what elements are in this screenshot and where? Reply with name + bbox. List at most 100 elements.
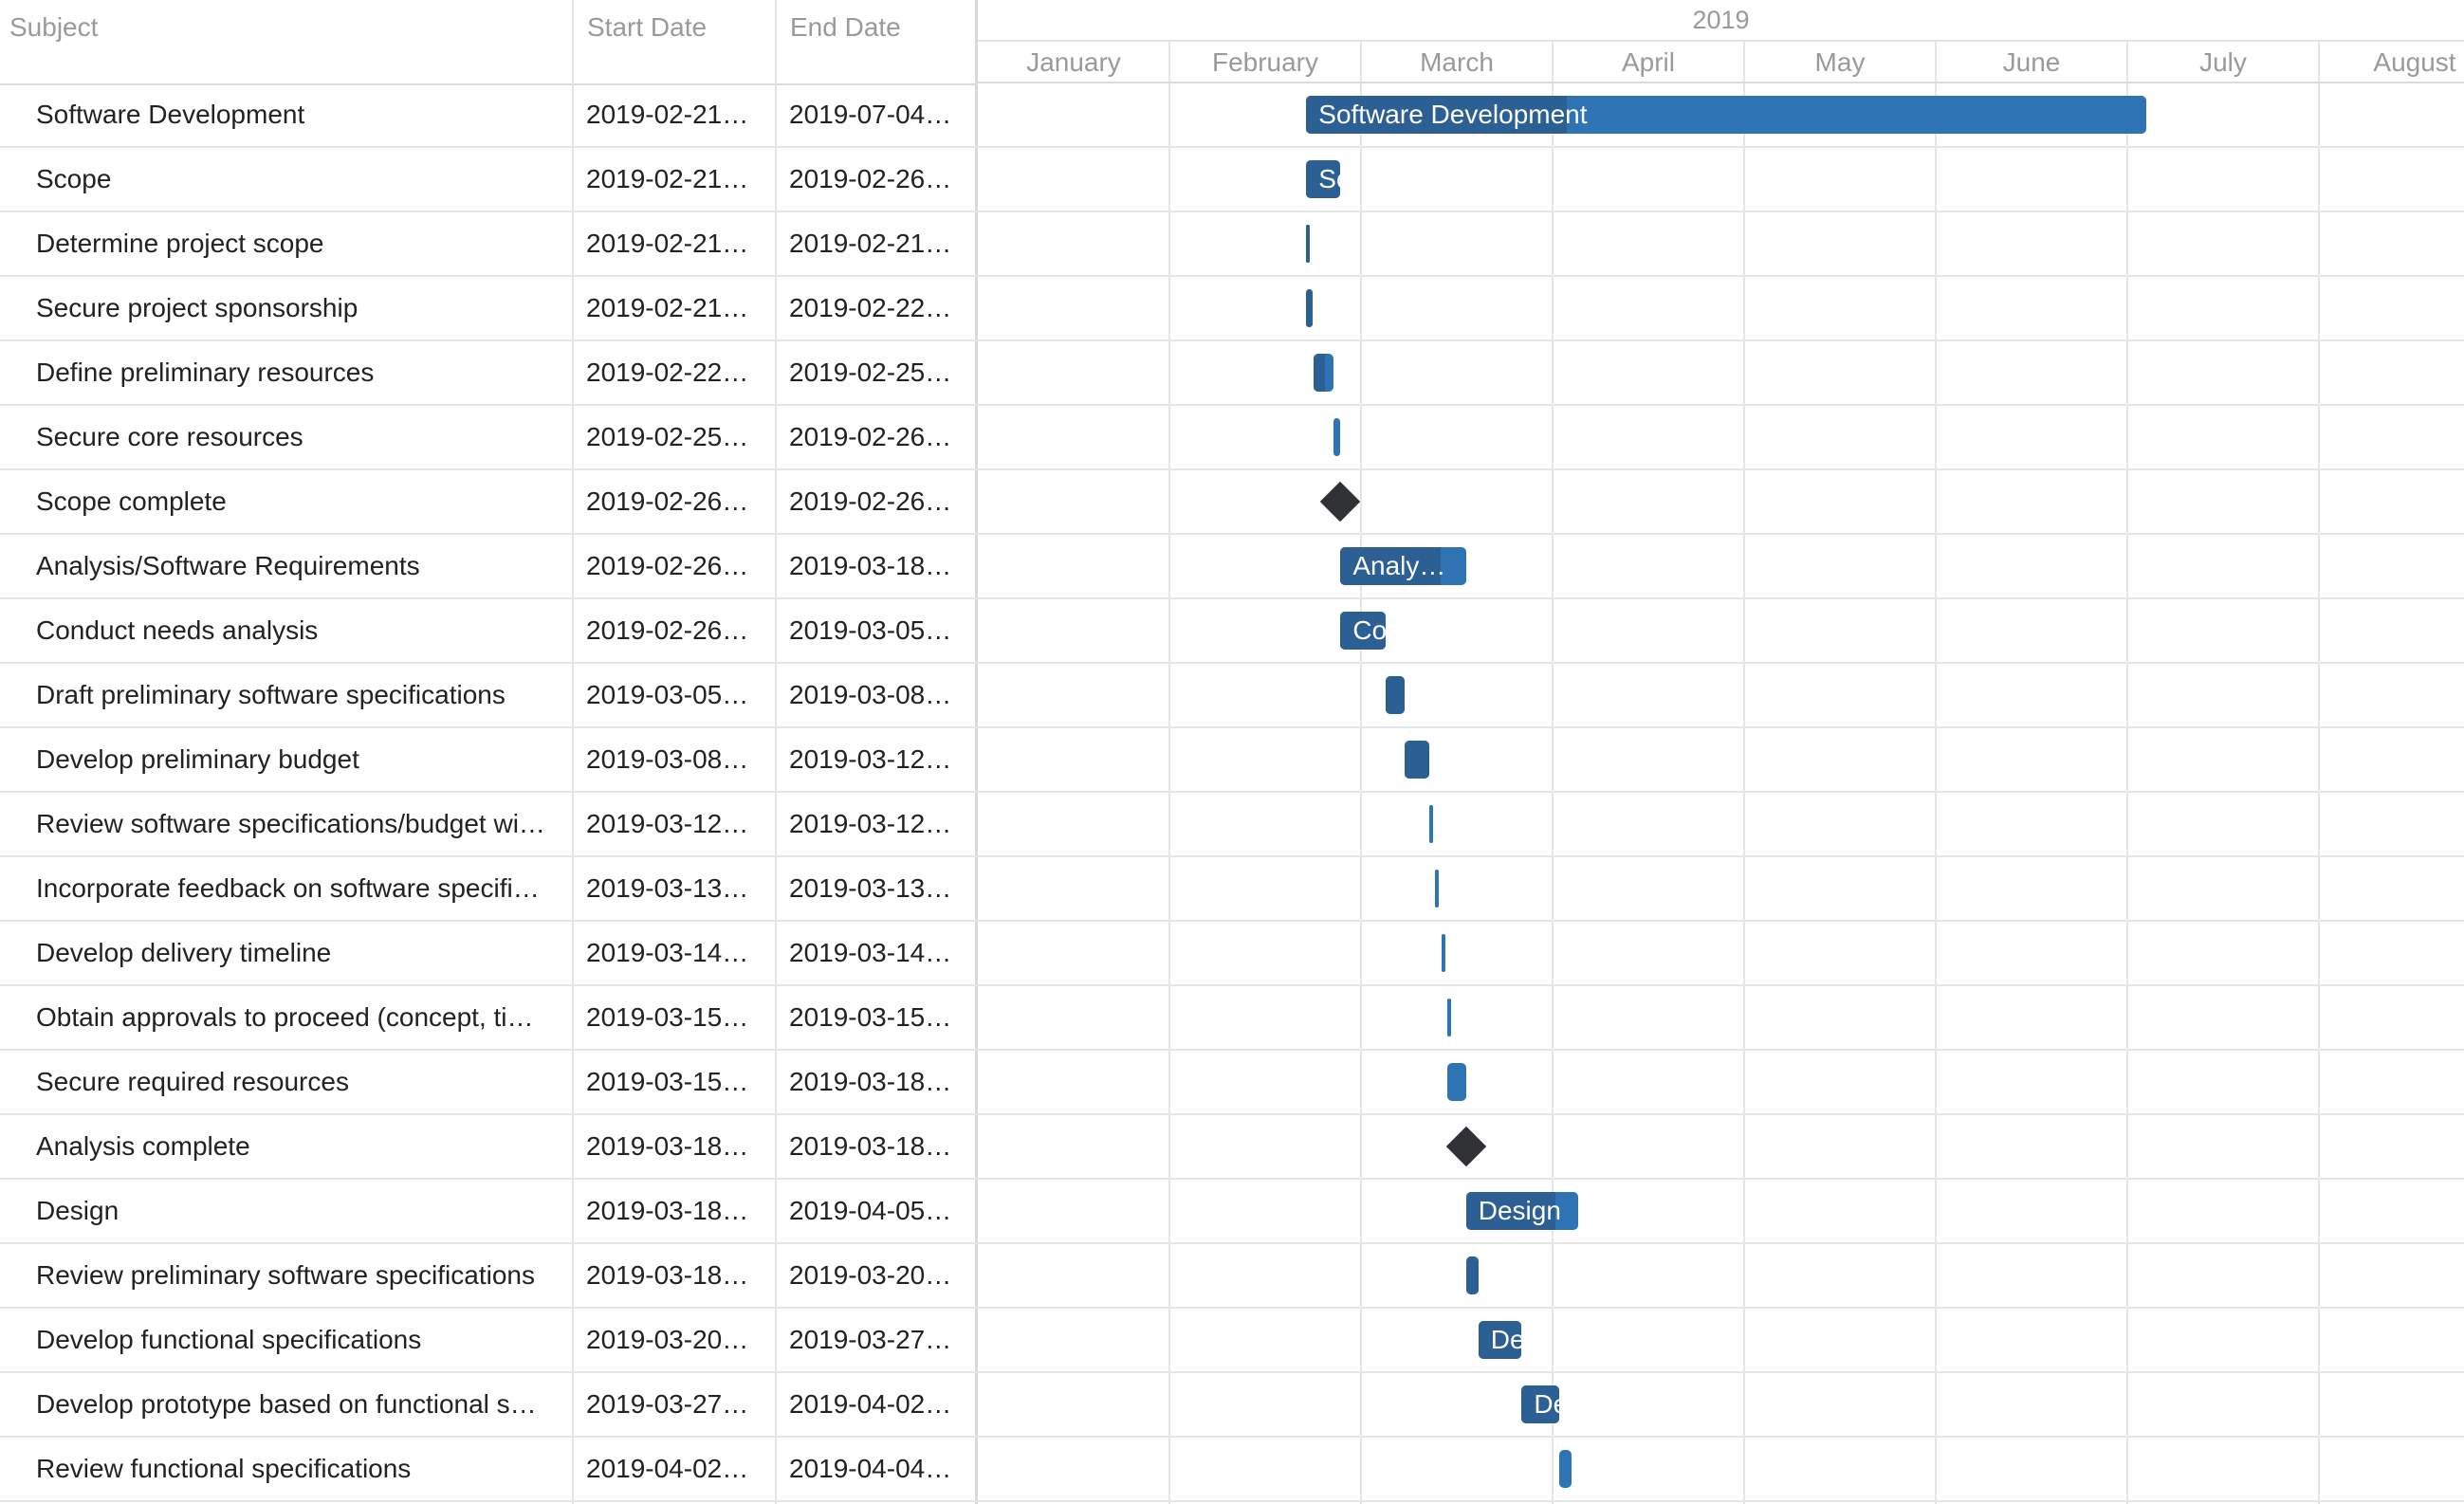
task-end-date: 2019-03-15… [789, 1002, 952, 1032]
table-row[interactable]: Draft preliminary software specification… [0, 664, 978, 728]
summary-task-bar[interactable]: Analy… [1340, 547, 1466, 585]
table-row[interactable]: Develop prototype based on functional s…… [0, 1373, 978, 1438]
task-end-date: 2019-03-13… [789, 873, 952, 903]
table-row[interactable]: Review preliminary software specificatio… [0, 1244, 978, 1309]
table-row[interactable]: Conduct needs analysis 2019-02-26… 2019-03… [0, 599, 978, 664]
summary-task-bar[interactable]: Design [1465, 1192, 1578, 1230]
task-start-date: 2019-03-12… [586, 809, 749, 838]
row-gridline [978, 984, 2464, 986]
task-progress-fill [1306, 160, 1341, 198]
task-bar[interactable] [1558, 1450, 1572, 1488]
table-row[interactable]: Scope 2019-02-21… 2019-02-26… [0, 148, 978, 212]
month-gridline [1552, 42, 1554, 1504]
table-row[interactable]: Determine project scope 2019-02-21… 2019-0… [0, 212, 978, 277]
task-progress-fill [1404, 741, 1429, 779]
row-gridline [978, 275, 2464, 277]
task-end-date: 2019-04-02… [789, 1389, 952, 1419]
table-row[interactable]: Develop functional specifications 2019-03… [0, 1309, 978, 1373]
table-row[interactable]: Develop preliminary budget 2019-03-08… 201… [0, 728, 978, 793]
header-divider [978, 40, 2464, 42]
task-bar-label: De [1534, 1389, 1558, 1419]
table-row[interactable]: Review software specifications/budget wi… [0, 793, 978, 857]
task-end-date: 2019-03-12… [789, 809, 952, 838]
task-bar[interactable] [1447, 1063, 1466, 1101]
milestone-marker[interactable] [1445, 1126, 1486, 1167]
task-progress-fill [1521, 1385, 1559, 1423]
task-bar[interactable]: De [1478, 1321, 1522, 1359]
task-end-date: 2019-04-04… [789, 1454, 952, 1483]
task-subject: Secure required resources [36, 1067, 349, 1096]
task-start-date: 2019-02-26… [586, 615, 749, 645]
task-bar[interactable]: De [1521, 1385, 1559, 1423]
task-end-date: 2019-02-26… [789, 486, 952, 516]
task-subject: Analysis/Software Requirements [36, 551, 420, 580]
table-row[interactable]: Define preliminary resources 2019-02-22… 2… [0, 341, 978, 406]
task-bar[interactable] [1306, 289, 1314, 327]
month-gridline [1743, 42, 1745, 1504]
task-bar[interactable] [1386, 676, 1405, 714]
column-header-end-date[interactable]: End Date [790, 12, 901, 42]
table-row[interactable]: Analysis/Software Requirements 2019-02-26… [0, 535, 978, 599]
task-progress-fill [1340, 612, 1387, 650]
task-start-date: 2019-03-18… [586, 1196, 749, 1225]
task-bar[interactable] [1435, 870, 1440, 908]
column-divider[interactable] [572, 0, 574, 1504]
row-gridline [978, 1436, 2464, 1438]
table-row[interactable]: Scope complete 2019-02-26… 2019-02-26… [0, 470, 978, 535]
table-row[interactable]: Secure project sponsorship 2019-02-21… 201… [0, 277, 978, 341]
task-start-date: 2019-02-21… [586, 164, 749, 193]
task-subject: Draft preliminary software specification… [36, 680, 506, 709]
task-start-date: 2019-02-26… [586, 551, 749, 580]
summary-task-bar[interactable]: Software Development [1306, 96, 2146, 134]
column-header-start-date[interactable]: Start Date [587, 12, 708, 42]
table-row[interactable]: Obtain approvals to proceed (concept, ti… [0, 986, 978, 1051]
task-end-date: 2019-03-05… [789, 615, 952, 645]
task-bar[interactable] [1404, 741, 1429, 779]
task-end-date: 2019-03-18… [789, 1131, 952, 1161]
task-end-date: 2019-03-08… [789, 680, 952, 709]
task-bar-label: Software Development [1318, 100, 1588, 129]
task-bar[interactable]: Co [1340, 612, 1387, 650]
table-row[interactable]: Secure required resources 2019-03-15… 2019… [0, 1051, 978, 1115]
task-start-date: 2019-03-13… [586, 873, 749, 903]
grid-header: Subject Start Date End Date [0, 0, 978, 85]
task-start-date: 2019-03-18… [586, 1260, 749, 1290]
row-gridline [978, 1371, 2464, 1373]
month-gridline [1360, 42, 1362, 1504]
task-start-date: 2019-03-14… [586, 938, 749, 967]
milestone-marker[interactable] [1320, 481, 1361, 523]
table-row[interactable]: Review functional specifications 2019-04-… [0, 1438, 978, 1502]
task-bar[interactable] [1465, 1256, 1479, 1294]
task-bar[interactable] [1428, 805, 1433, 843]
task-start-date: 2019-02-25… [586, 422, 749, 451]
task-bar[interactable] [1441, 934, 1445, 972]
task-bar[interactable] [1306, 225, 1311, 263]
task-bar[interactable] [1313, 354, 1334, 392]
month-label: February [1211, 47, 1319, 77]
row-gridline [978, 339, 2464, 341]
row-gridline [978, 1242, 2464, 1244]
header-divider [978, 82, 2464, 83]
column-divider[interactable] [775, 0, 777, 1504]
task-bar[interactable] [1333, 418, 1341, 456]
table-row[interactable]: Analysis complete 2019-03-18… 2019-03-18… [0, 1115, 978, 1180]
row-gridline [978, 1113, 2464, 1115]
task-subject: Conduct needs analysis [36, 615, 319, 645]
table-row[interactable]: Design 2019-03-18… 2019-04-05… [0, 1180, 978, 1244]
table-row[interactable]: Secure core resources 2019-02-25… 2019-02-… [0, 406, 978, 470]
task-start-date: 2019-03-15… [586, 1067, 749, 1096]
task-end-date: 2019-03-27… [789, 1325, 952, 1354]
row-gridline [978, 404, 2464, 406]
row-gridline [978, 855, 2464, 857]
row-gridline [978, 146, 2464, 148]
task-start-date: 2019-04-02… [586, 1454, 749, 1483]
task-end-date: 2019-02-25… [789, 358, 952, 387]
column-header-subject[interactable]: Subject [9, 12, 99, 42]
table-row[interactable]: Incorporate feedback on software specifi… [0, 857, 978, 922]
table-row[interactable]: Software Development 2019-02-21… 2019-07-0… [0, 83, 978, 148]
summary-task-bar[interactable]: So [1306, 160, 1341, 198]
table-row[interactable]: Develop delivery timeline 2019-03-14… 2019… [0, 922, 978, 986]
task-progress-fill [1478, 1321, 1522, 1359]
task-bar[interactable] [1447, 999, 1452, 1036]
task-end-date: 2019-02-26… [789, 164, 952, 193]
